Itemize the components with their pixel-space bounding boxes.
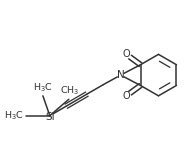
- Text: O: O: [122, 91, 130, 101]
- Text: H$_3$C: H$_3$C: [33, 81, 53, 94]
- Text: Si: Si: [45, 112, 55, 122]
- Text: N: N: [117, 70, 125, 80]
- Text: CH$_3$: CH$_3$: [60, 85, 79, 97]
- Text: H$_3$C: H$_3$C: [4, 109, 24, 122]
- Text: O: O: [122, 49, 130, 59]
